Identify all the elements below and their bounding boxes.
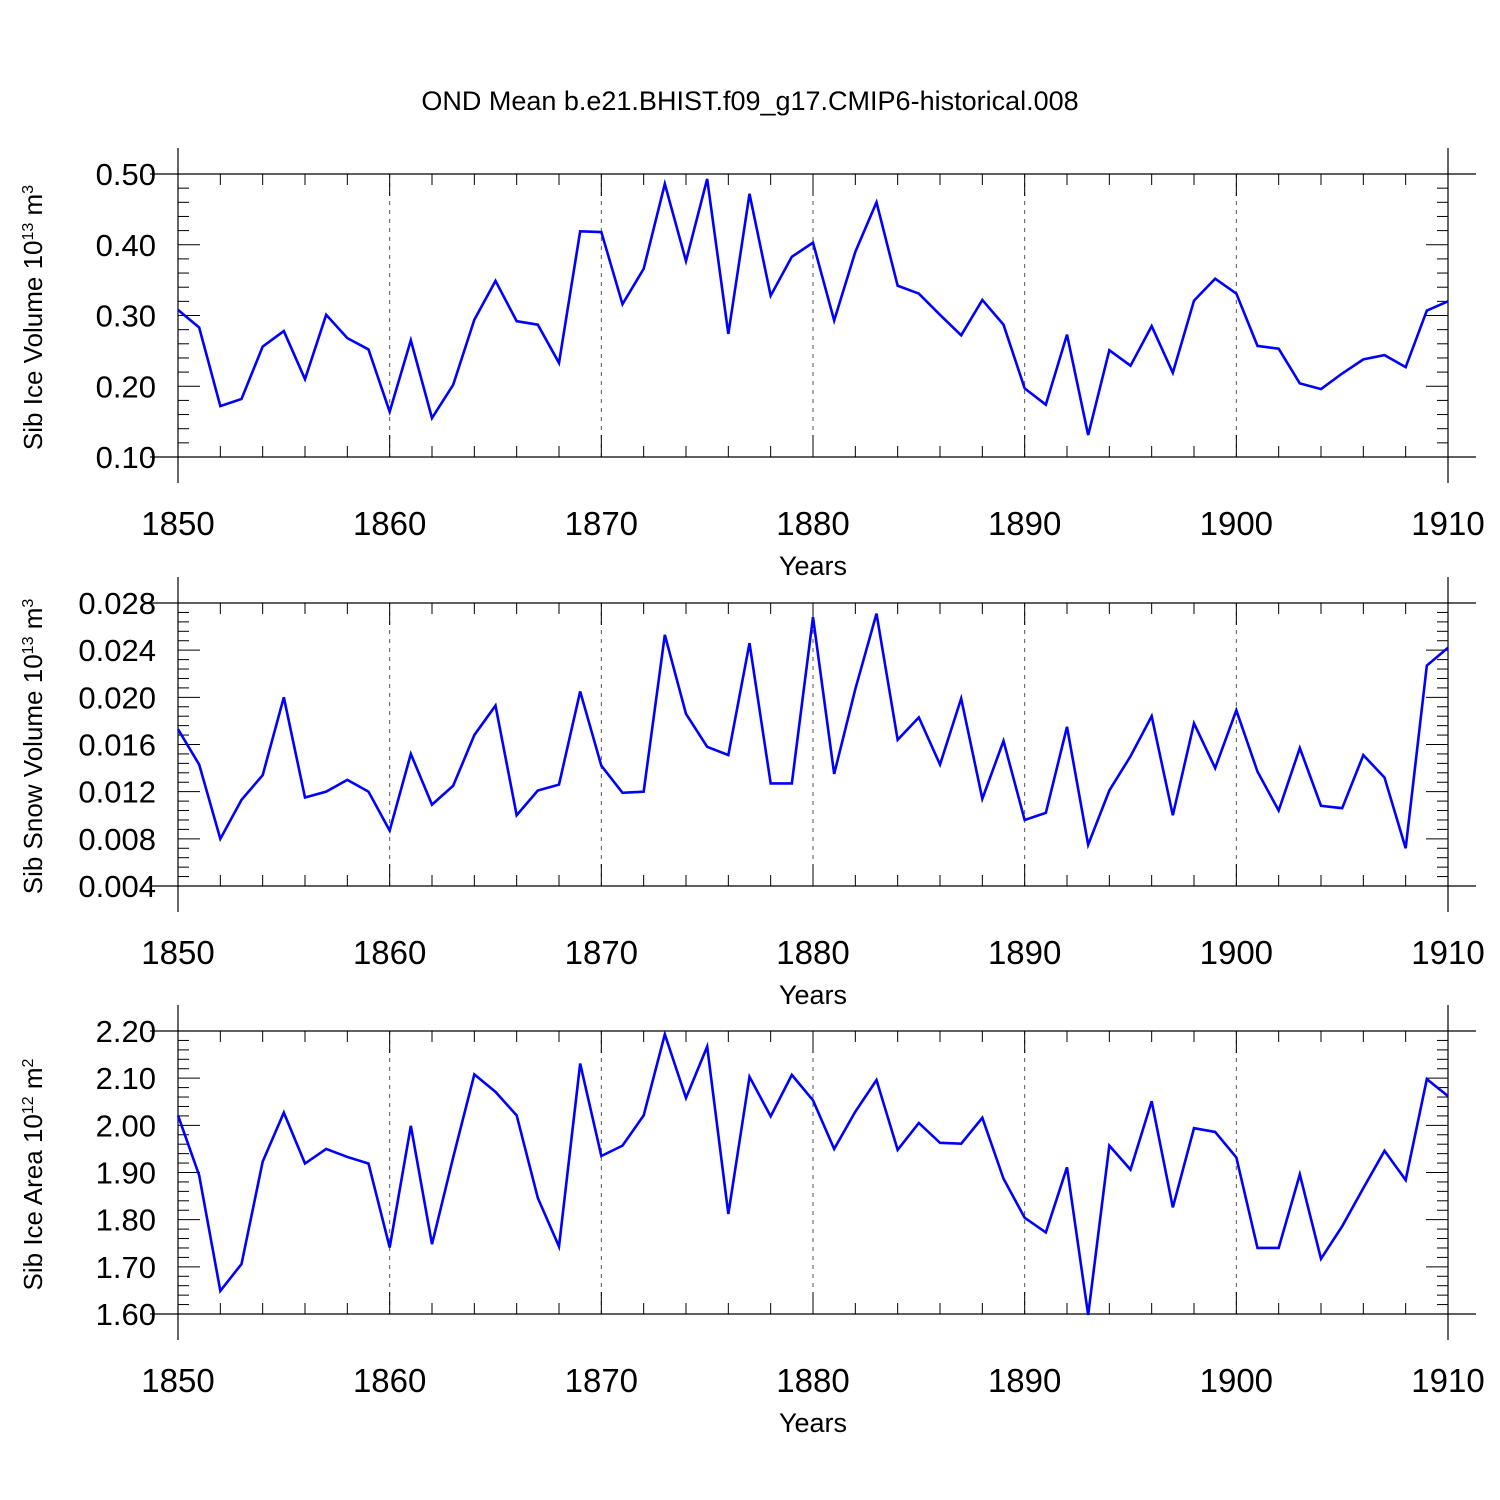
panel-bottom-x-tick-label: 1900 <box>1200 1362 1273 1399</box>
panel-bottom-x-tick-label: 1870 <box>565 1362 638 1399</box>
panel-bottom-y-tick-label: 1.90 <box>96 1156 156 1191</box>
figure-title: OND Mean b.e21.BHIST.f09_g17.CMIP6-histo… <box>421 86 1078 116</box>
panel-bottom-y-tick-label: 2.20 <box>96 1014 156 1049</box>
panel-bottom-y-axis-label: Sib Ice Area 1012 m2 <box>18 1058 48 1290</box>
panel-bottom-x-axis-label: Years <box>779 1408 847 1438</box>
panel-bottom-y-tick-label: 1.60 <box>96 1297 156 1332</box>
panel-top-y-axis-label-part: m <box>18 194 48 223</box>
panel-top-y-axis-label: Sib Ice Volume 1013 m3 <box>18 185 48 450</box>
panel-middle-series-line <box>176 613 1449 850</box>
panel-bottom-y-tick-label: 1.70 <box>96 1250 156 1285</box>
panel-middle-y-tick-label: 0.028 <box>78 586 156 621</box>
panel-bottom-y-axis-label-part: Sib Ice Area 10 <box>18 1114 48 1290</box>
panel-top-x-tick-label: 1880 <box>776 505 849 542</box>
panel-middle-y-tick-label: 0.024 <box>78 633 156 668</box>
panel-top: 0.10 0.20 0.30 0.40 0.50 1850 1860 1870 1880 1890… <box>18 148 1485 581</box>
panel-top-x-axis-label: Years <box>779 551 847 581</box>
panel-top-y-tick-label: 0.20 <box>96 369 156 404</box>
panel-bottom-series-line <box>176 1029 1449 1316</box>
panel-bottom-y-tick-label: 2.10 <box>96 1061 156 1096</box>
panel-bottom-x-tick-label: 1860 <box>353 1362 426 1399</box>
panel-middle-x-axis-label: Years <box>779 980 847 1010</box>
panel-bottom-y-tick-label: 2.00 <box>96 1108 156 1143</box>
panel-middle-y-axis-label-part: m <box>18 608 48 637</box>
panel-middle-y-tick-label: 0.012 <box>78 775 156 810</box>
panel-top-x-tick-label: 1890 <box>988 505 1061 542</box>
panel-top-x-tick-label: 1860 <box>353 505 426 542</box>
panel-bottom-y-axis-label-part: m <box>18 1067 48 1096</box>
panel-top-x-tick-label: 1850 <box>141 505 214 542</box>
panel-bottom-x-tick-label: 1850 <box>141 1362 214 1399</box>
panel-top-y-axis-label-superscript: 13 <box>20 223 37 241</box>
panels: 0.10 0.20 0.30 0.40 0.50 1850 1860 1870 1880 1890… <box>18 148 1485 1438</box>
panel-top-y-axis-label-part: Sib Ice Volume 10 <box>18 241 48 451</box>
panel-middle-y-axis-label: Sib Snow Volume 1013 m3 <box>18 599 48 895</box>
panel-middle-y-axis-label-part: Sib Snow Volume 10 <box>18 654 48 894</box>
panel-middle-y-axis-label-superscript: 3 <box>20 599 37 608</box>
panel-bottom-x-tick-label: 1910 <box>1411 1362 1484 1399</box>
panel-middle-x-tick-label: 1860 <box>353 934 426 971</box>
panel-bottom-x-tick-label: 1890 <box>988 1362 1061 1399</box>
panel-top-x-tick-label: 1870 <box>565 505 638 542</box>
panel-middle-y-tick-label: 0.020 <box>78 680 156 715</box>
panel-middle-x-tick-label: 1890 <box>988 934 1061 971</box>
panel-top-y-tick-label: 0.30 <box>96 299 156 334</box>
panel-middle-y-axis-label-superscript: 13 <box>20 636 37 654</box>
panel-middle-y-tick-label: 0.016 <box>78 728 156 763</box>
panel-bottom: 1.60 1.70 1.80 1.90 2.00 2.10 2.20 1850 1860 1870… <box>18 1005 1485 1438</box>
panel-top-y-tick-label: 0.10 <box>96 440 156 475</box>
panel-bottom-y-axis-label-superscript: 2 <box>20 1058 37 1067</box>
panel-middle-x-tick-label: 1880 <box>776 934 849 971</box>
panel-top-y-tick-label: 0.50 <box>96 157 156 192</box>
panel-middle: 0.004 0.008 0.012 0.016 0.020 0.024 0.028 1850 1… <box>18 577 1485 1010</box>
panel-top-x-tick-label: 1910 <box>1411 505 1484 542</box>
panel-top-y-tick-label: 0.40 <box>96 228 156 263</box>
panel-bottom-y-axis-label-superscript: 12 <box>20 1096 37 1114</box>
panel-middle-y-tick-label: 0.008 <box>78 822 156 857</box>
panel-bottom-y-tick-label: 1.80 <box>96 1203 156 1238</box>
panel-middle-y-tick-label: 0.004 <box>78 869 156 904</box>
panel-top-series-line <box>177 178 1449 436</box>
panel-bottom-x-tick-label: 1880 <box>776 1362 849 1399</box>
panel-middle-x-tick-label: 1910 <box>1411 934 1484 971</box>
panel-top-x-tick-label: 1900 <box>1200 505 1273 542</box>
panel-middle-x-tick-label: 1900 <box>1200 934 1273 971</box>
panel-middle-x-tick-label: 1850 <box>141 934 214 971</box>
panel-top-y-axis-label-superscript: 3 <box>20 185 37 194</box>
panel-middle-x-tick-label: 1870 <box>565 934 638 971</box>
